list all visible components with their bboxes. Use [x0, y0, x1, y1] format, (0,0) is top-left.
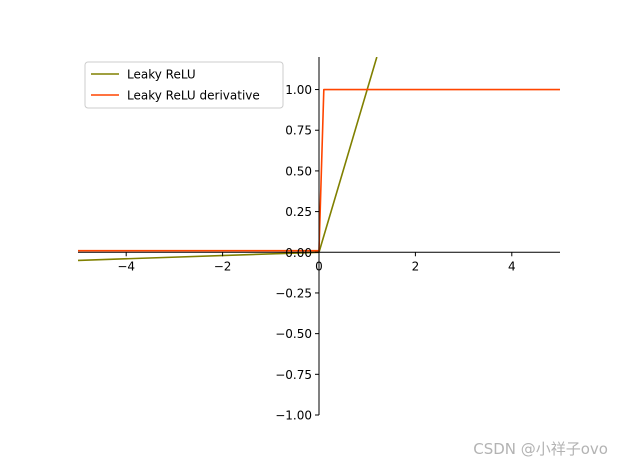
y-tick-label: 0.25	[285, 205, 312, 219]
y-tick-label: 1.00	[285, 83, 312, 97]
y-tick-label: 0.75	[285, 124, 312, 138]
axes-layer: −4 −2 0 2 4 1.00 0.75 0.50 0.25 0.00 −0.25 −0.50 −0.…	[78, 57, 560, 423]
legend-label-2: Leaky ReLU derivative	[127, 89, 260, 103]
y-tick-label: −0.25	[275, 286, 312, 300]
x-tick-label: −4	[117, 259, 135, 273]
x-tick-label: 4	[508, 259, 516, 273]
y-tick-label: −1.00	[275, 409, 312, 423]
series-line-2	[78, 88, 560, 252]
y-tick-label: 0.00	[285, 246, 312, 260]
x-tick-label: 0	[315, 259, 323, 273]
y-tick-label: −0.75	[275, 368, 312, 382]
x-tick-label: −2	[214, 259, 232, 273]
x-tick-label: 2	[412, 259, 420, 273]
watermark: CSDN @小祥子ovo	[473, 440, 608, 458]
legend-label-1: Leaky ReLU	[127, 68, 196, 82]
legend-box	[84, 61, 284, 109]
y-tick-label: −0.50	[275, 327, 312, 341]
y-tick-label: 0.50	[285, 164, 312, 178]
legend: Leaky ReLU Leaky ReLU derivative	[84, 61, 284, 109]
